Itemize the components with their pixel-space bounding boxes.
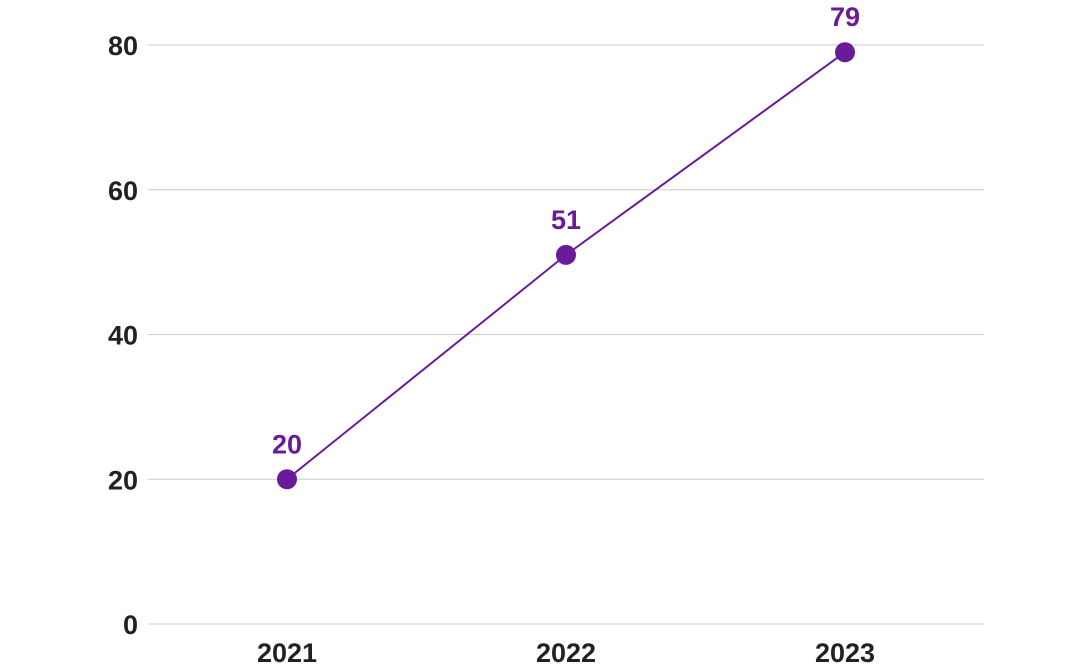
series-line-group	[277, 42, 855, 490]
series-line	[286, 51, 846, 481]
x-tick-label: 2022	[536, 638, 596, 668]
y-tick-label: 80	[108, 31, 138, 61]
y-tick-label: 0	[123, 610, 138, 640]
gridlines	[148, 44, 984, 625]
x-tick-label: 2023	[815, 638, 875, 668]
data-point-2021	[277, 469, 297, 490]
data-label-2023: 79	[830, 2, 860, 32]
data-point-2022	[556, 244, 576, 265]
x-axis-tick-labels: 2021 2022 2023	[257, 638, 875, 668]
y-axis-tick-labels: 0 20 40 60 80	[108, 31, 138, 640]
y-tick-label: 20	[108, 465, 138, 495]
data-label-2021: 20	[272, 429, 302, 459]
y-tick-label: 60	[108, 176, 138, 206]
data-label-2022: 51	[551, 205, 581, 235]
data-labels: 20 51 79	[272, 2, 860, 459]
data-point-2023	[835, 42, 855, 63]
x-tick-label: 2021	[257, 638, 317, 668]
y-tick-label: 40	[108, 321, 138, 351]
